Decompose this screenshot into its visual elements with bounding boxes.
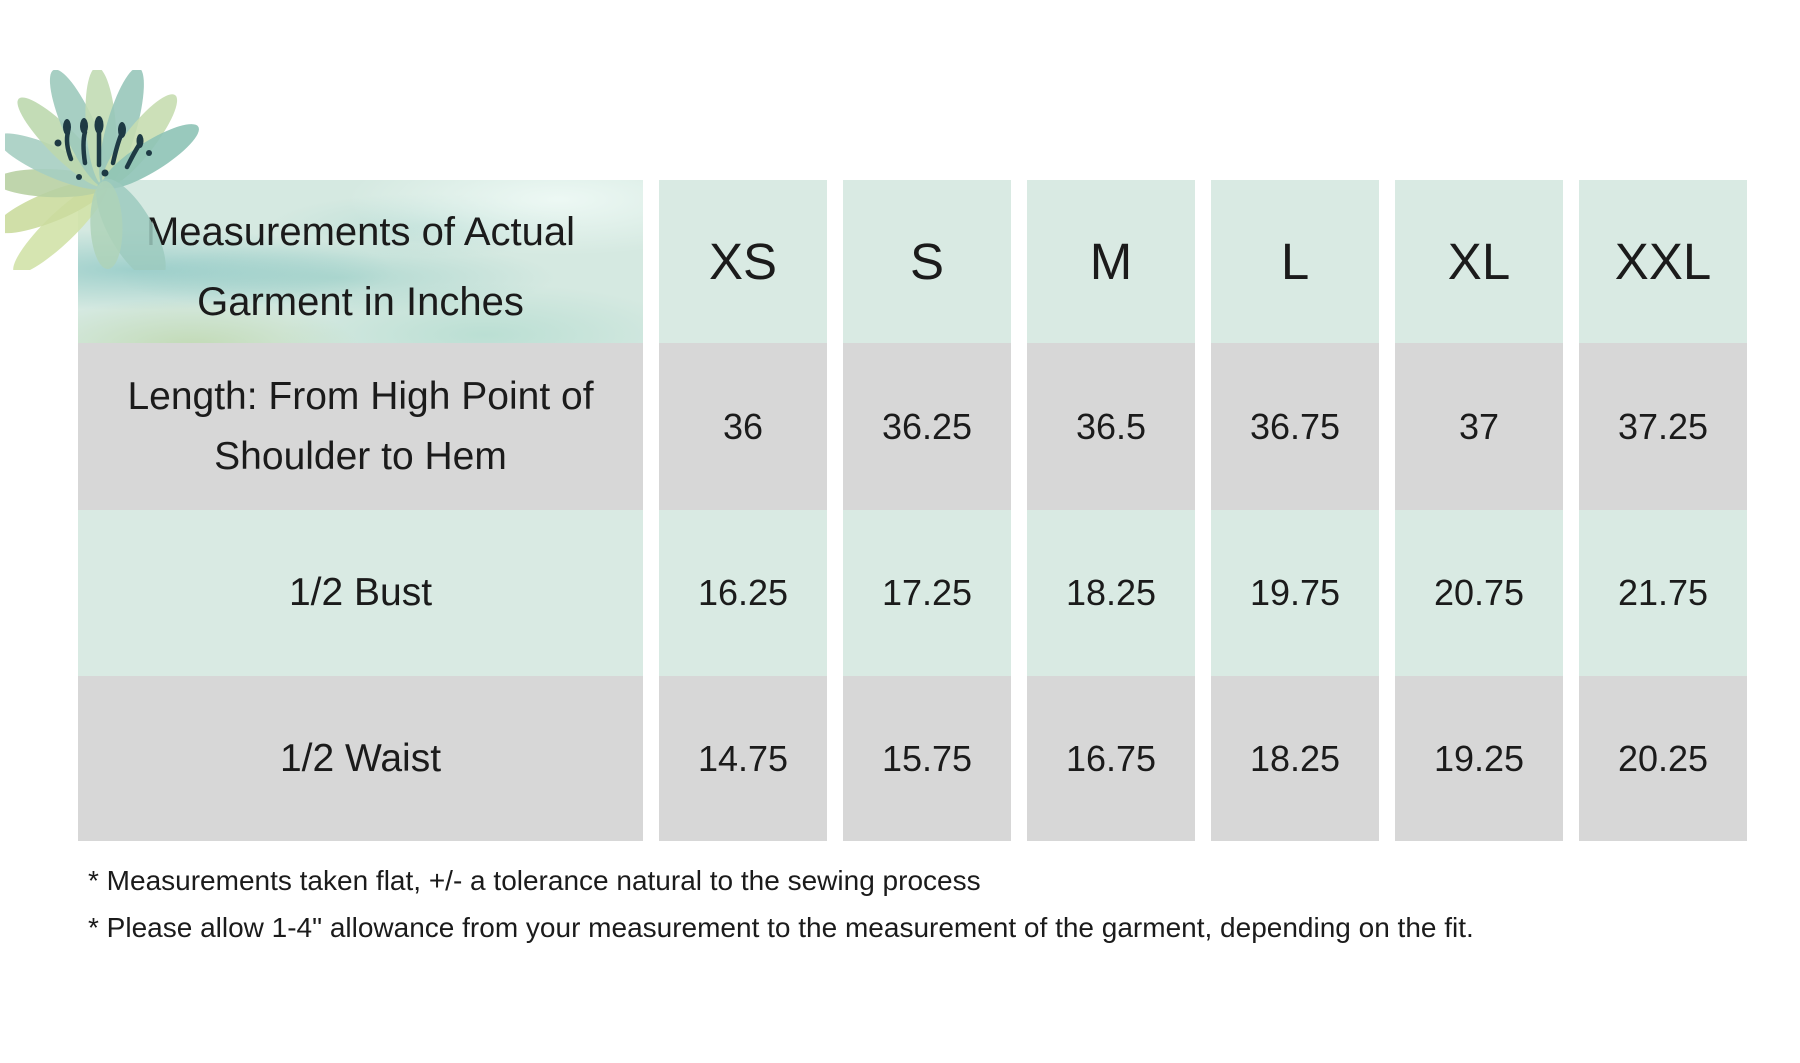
waist-xs: 14.75: [659, 676, 827, 841]
bust-s: 17.25: [843, 510, 1011, 676]
footnotes: * Measurements taken flat, +/- a toleran…: [88, 857, 1474, 951]
waist-xl: 19.25: [1395, 676, 1563, 841]
table-title-cell: Measurements of Actual Garment in Inches: [78, 180, 643, 343]
size-chart-table: Measurements of Actual Garment in Inches…: [78, 180, 1747, 841]
bust-xxl: 21.75: [1579, 510, 1747, 676]
row-label-length: Length: From High Point of Shoulder to H…: [78, 343, 643, 510]
size-header-xxl: XXL: [1579, 180, 1747, 343]
size-header-l: L: [1211, 180, 1379, 343]
length-l: 36.75: [1211, 343, 1379, 510]
length-xs: 36: [659, 343, 827, 510]
length-s: 36.25: [843, 343, 1011, 510]
bust-xs: 16.25: [659, 510, 827, 676]
size-header-m: M: [1027, 180, 1195, 343]
bust-m: 18.25: [1027, 510, 1195, 676]
size-header-xs: XS: [659, 180, 827, 343]
waist-s: 15.75: [843, 676, 1011, 841]
length-xl: 37: [1395, 343, 1563, 510]
row-label-waist: 1/2 Waist: [78, 676, 643, 841]
waist-l: 18.25: [1211, 676, 1379, 841]
table-title-line1: Measurements of Actual: [145, 209, 576, 254]
footnote-tolerance: * Measurements taken flat, +/- a toleran…: [88, 865, 981, 896]
bust-l: 19.75: [1211, 510, 1379, 676]
length-m: 36.5: [1027, 343, 1195, 510]
size-header-s: S: [843, 180, 1011, 343]
footnote-allowance: * Please allow 1-4" allowance from your …: [88, 912, 1474, 943]
table-title-line2: Garment in Inches: [197, 279, 524, 324]
flower-stamen-tips: [54, 116, 152, 180]
waist-m: 16.75: [1027, 676, 1195, 841]
row-label-bust: 1/2 Bust: [78, 510, 643, 676]
size-header-xl: XL: [1395, 180, 1563, 343]
length-xxl: 37.25: [1579, 343, 1747, 510]
flower-decoration-icon: [5, 70, 199, 270]
bust-xl: 20.75: [1395, 510, 1563, 676]
waist-xxl: 20.25: [1579, 676, 1747, 841]
